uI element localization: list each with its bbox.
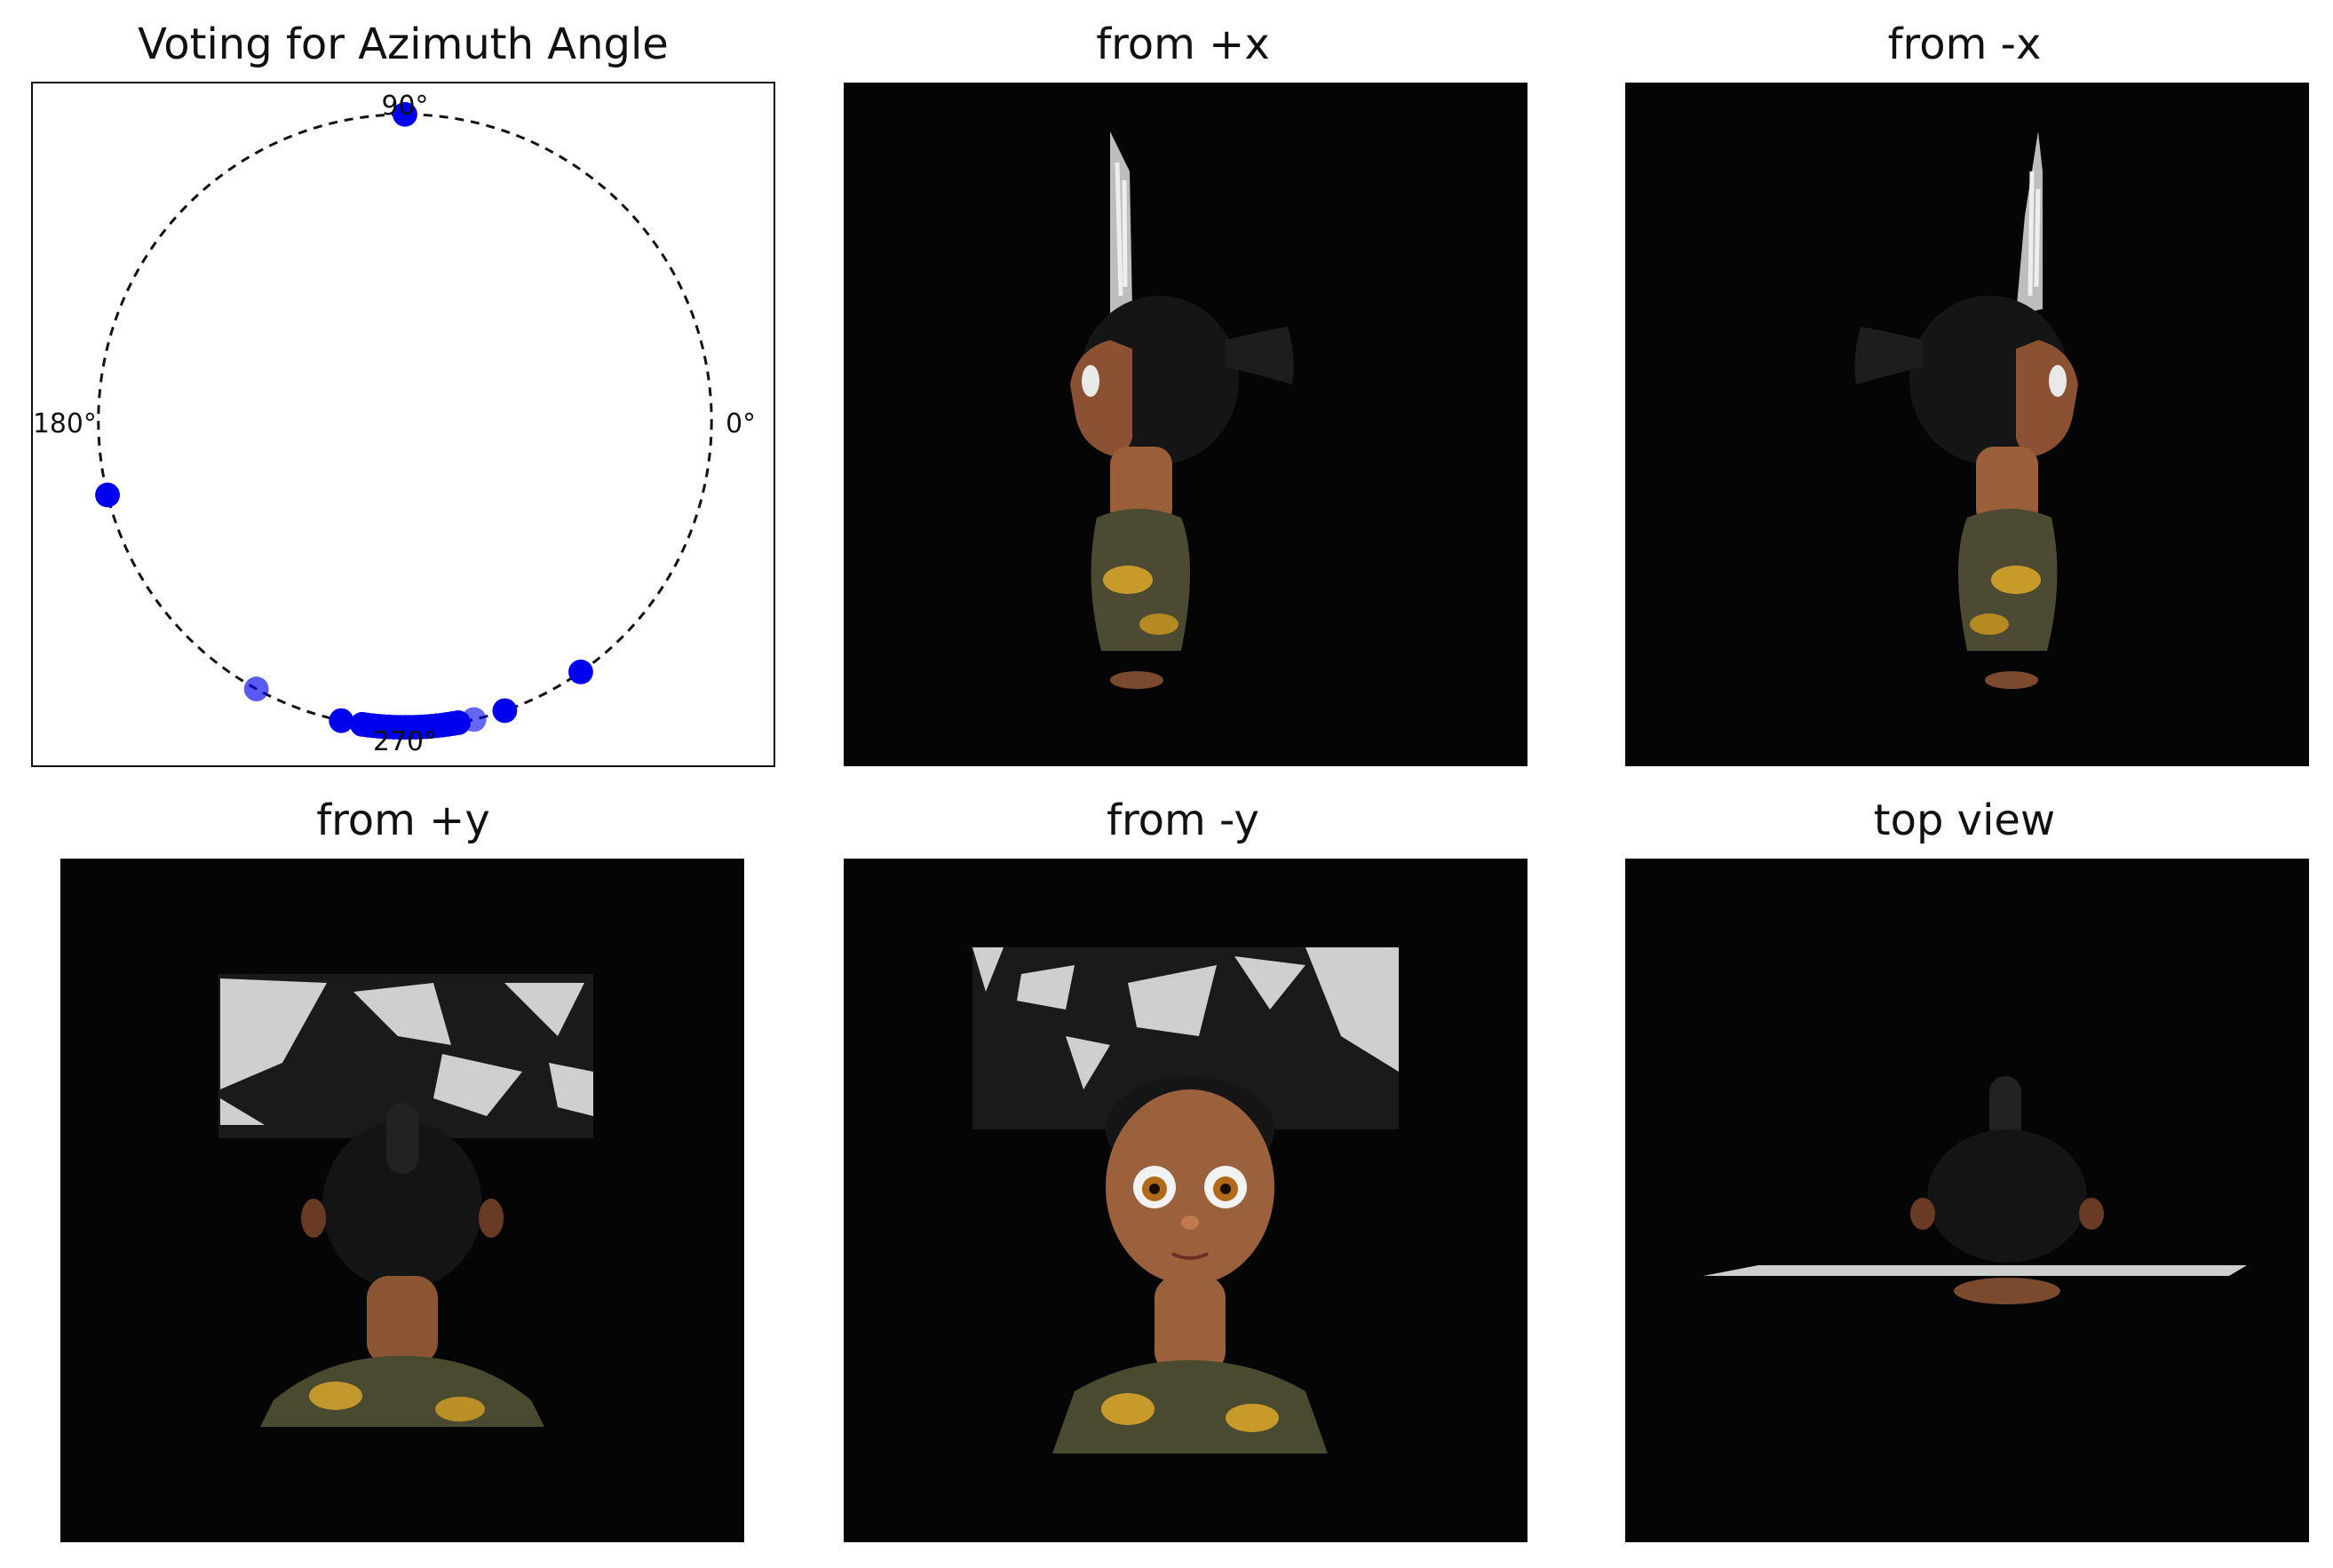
eye-shape: [2049, 365, 2067, 397]
ponytail-shape: [1854, 327, 1923, 384]
ponytail-shape: [386, 1103, 418, 1174]
view-from-top: [1625, 859, 2309, 1542]
ponytail-shape: [1989, 1076, 2021, 1147]
vote-point-3: [329, 708, 354, 733]
ear-shape: [301, 1199, 326, 1238]
neck-shape: [1110, 447, 1172, 527]
neck-shape: [367, 1276, 438, 1365]
view-from-minus-x: [1625, 83, 2309, 766]
azimuth-polar-chart: 0° 90° 180° 270°: [31, 82, 775, 767]
chin-shape: [1954, 1278, 2060, 1304]
shirt-pattern-shape: [1970, 614, 2009, 635]
mouth-shape: [1171, 1252, 1209, 1260]
shirt-shape: [260, 1356, 544, 1427]
shirt-shape: [1052, 1360, 1328, 1453]
minus-x-render: [1854, 131, 2078, 689]
paper-texture-group: [972, 947, 1399, 1089]
shirt-pattern-shape: [1103, 566, 1153, 594]
tick-label-180: 180°: [33, 408, 97, 440]
azimuth-circle: [97, 113, 713, 729]
paper-texture-group: [220, 978, 593, 1125]
azimuth-polar-svg: 0° 90° 180° 270°: [33, 91, 756, 757]
minus-y-render: [972, 947, 1399, 1453]
eye-shape: [1082, 365, 1099, 397]
face-shape: [1106, 1089, 1274, 1285]
head-hair-shape: [322, 1121, 482, 1289]
neck-shape: [1155, 1276, 1226, 1374]
ear-shape: [1910, 1198, 1935, 1230]
top-view-title: top view: [1873, 796, 2056, 845]
paper-blade-streak: [1115, 162, 1128, 297]
shirt-pattern-shape: [309, 1382, 362, 1410]
ear-shape: [479, 1199, 504, 1238]
top-view-render: [1703, 1076, 2247, 1304]
polar-chart-title: Voting for Azimuth Angle: [138, 20, 669, 69]
tick-label-270: 270°: [373, 726, 437, 757]
shirt-pattern-shape: [1991, 566, 2041, 594]
left-pupil-shape: [1149, 1184, 1160, 1194]
vote-point-25: [568, 659, 593, 685]
tick-label-0: 0°: [726, 408, 756, 440]
minus-y-title: from -y: [1107, 796, 1259, 845]
plus-y-render: [218, 974, 593, 1427]
face-profile-shape: [2016, 340, 2078, 455]
paper-blade-streak: [2027, 170, 2041, 297]
nose-shape: [1181, 1216, 1199, 1230]
ear-shape: [2079, 1198, 2104, 1230]
tick-label-90: 90°: [382, 91, 429, 122]
neck-shape: [1976, 447, 2038, 527]
plus-x-render: [1070, 131, 1294, 689]
vote-point-23: [461, 707, 487, 733]
vote-point-24: [492, 698, 518, 724]
view-from-plus-y: [60, 859, 744, 1542]
shirt-pattern-shape: [1139, 614, 1178, 635]
view-from-minus-y: [844, 859, 1528, 1542]
plus-y-title: from +y: [316, 796, 490, 845]
paper-sheet-edge-shape: [1703, 1265, 2247, 1276]
shirt-pattern-shape: [1226, 1404, 1279, 1432]
plus-x-title: from +x: [1096, 20, 1270, 69]
head-hair-shape: [1927, 1129, 2087, 1263]
chin-shape: [1985, 671, 2038, 689]
vote-point-1: [95, 482, 120, 508]
polar-points: [95, 101, 593, 740]
shirt-pattern-shape: [1101, 1393, 1155, 1425]
chin-shape: [1110, 671, 1163, 689]
vote-point-2: [243, 677, 269, 701]
vote-point-0: [393, 101, 417, 127]
ponytail-shape: [1226, 327, 1294, 384]
minus-x-title: from -x: [1887, 20, 2042, 69]
view-from-plus-x: [844, 83, 1528, 766]
shirt-pattern-shape: [435, 1397, 485, 1421]
right-pupil-shape: [1220, 1184, 1231, 1194]
face-profile-shape: [1070, 340, 1132, 455]
